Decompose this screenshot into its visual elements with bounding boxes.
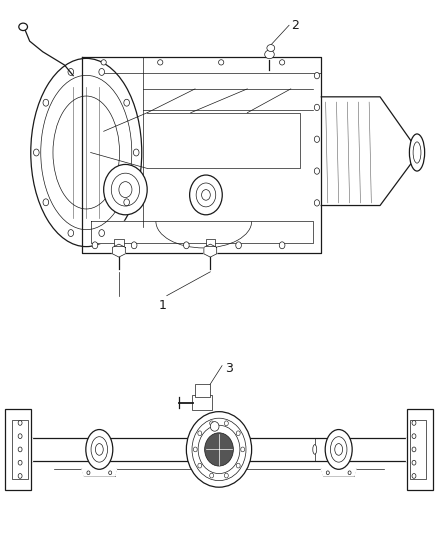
- Ellipse shape: [348, 471, 351, 474]
- Ellipse shape: [236, 463, 240, 468]
- Ellipse shape: [210, 421, 214, 426]
- Ellipse shape: [131, 242, 137, 249]
- Polygon shape: [321, 97, 419, 206]
- Ellipse shape: [314, 72, 320, 79]
- Ellipse shape: [412, 447, 416, 452]
- FancyBboxPatch shape: [192, 395, 212, 410]
- Ellipse shape: [101, 60, 106, 65]
- Polygon shape: [32, 438, 406, 461]
- Ellipse shape: [190, 175, 222, 215]
- Ellipse shape: [412, 461, 416, 465]
- Ellipse shape: [412, 421, 416, 425]
- Ellipse shape: [87, 471, 90, 474]
- Ellipse shape: [86, 430, 113, 470]
- Ellipse shape: [267, 45, 275, 52]
- Ellipse shape: [314, 200, 320, 206]
- Ellipse shape: [92, 242, 98, 249]
- Ellipse shape: [158, 60, 163, 65]
- FancyBboxPatch shape: [407, 409, 433, 490]
- FancyBboxPatch shape: [12, 419, 28, 479]
- Ellipse shape: [68, 230, 74, 237]
- FancyBboxPatch shape: [5, 409, 31, 490]
- Polygon shape: [406, 438, 413, 461]
- Ellipse shape: [236, 431, 240, 435]
- FancyBboxPatch shape: [205, 239, 215, 246]
- Ellipse shape: [205, 433, 233, 466]
- Ellipse shape: [219, 60, 224, 65]
- Ellipse shape: [133, 149, 139, 156]
- Ellipse shape: [313, 445, 317, 454]
- Ellipse shape: [18, 473, 22, 478]
- Ellipse shape: [325, 430, 352, 470]
- Ellipse shape: [412, 473, 416, 478]
- Ellipse shape: [18, 421, 22, 425]
- Ellipse shape: [265, 50, 274, 59]
- Ellipse shape: [198, 463, 202, 468]
- Ellipse shape: [186, 411, 252, 487]
- Ellipse shape: [184, 242, 189, 249]
- Ellipse shape: [68, 69, 74, 75]
- Ellipse shape: [33, 149, 39, 156]
- Polygon shape: [82, 57, 321, 253]
- Ellipse shape: [124, 99, 130, 106]
- Ellipse shape: [18, 447, 22, 452]
- Polygon shape: [82, 469, 117, 476]
- Ellipse shape: [99, 230, 105, 237]
- Ellipse shape: [241, 447, 245, 452]
- Ellipse shape: [314, 168, 320, 174]
- FancyBboxPatch shape: [114, 239, 124, 246]
- Ellipse shape: [410, 134, 425, 171]
- Ellipse shape: [224, 421, 228, 426]
- Polygon shape: [91, 221, 313, 243]
- Polygon shape: [321, 469, 356, 476]
- Polygon shape: [53, 461, 385, 469]
- Polygon shape: [113, 244, 125, 257]
- Polygon shape: [204, 244, 217, 257]
- Ellipse shape: [43, 199, 49, 206]
- Ellipse shape: [279, 60, 285, 65]
- Polygon shape: [147, 113, 300, 168]
- Ellipse shape: [210, 422, 219, 431]
- FancyBboxPatch shape: [195, 384, 210, 397]
- Ellipse shape: [18, 434, 22, 439]
- Ellipse shape: [236, 242, 241, 249]
- Ellipse shape: [31, 59, 142, 247]
- Ellipse shape: [124, 199, 130, 206]
- Ellipse shape: [109, 471, 112, 474]
- Ellipse shape: [99, 69, 105, 75]
- Ellipse shape: [104, 165, 147, 215]
- Ellipse shape: [91, 437, 108, 462]
- Ellipse shape: [43, 99, 49, 106]
- Text: 2: 2: [291, 19, 299, 32]
- Ellipse shape: [193, 447, 197, 452]
- Ellipse shape: [210, 473, 214, 478]
- Ellipse shape: [198, 431, 202, 435]
- FancyBboxPatch shape: [410, 419, 426, 479]
- Text: 1: 1: [159, 300, 166, 312]
- Ellipse shape: [18, 461, 22, 465]
- Ellipse shape: [314, 136, 320, 142]
- Ellipse shape: [412, 434, 416, 439]
- Ellipse shape: [224, 473, 228, 478]
- Ellipse shape: [326, 471, 329, 474]
- Polygon shape: [25, 438, 32, 461]
- Ellipse shape: [330, 437, 347, 462]
- Ellipse shape: [314, 104, 320, 111]
- Text: 3: 3: [226, 362, 233, 375]
- Ellipse shape: [279, 242, 285, 249]
